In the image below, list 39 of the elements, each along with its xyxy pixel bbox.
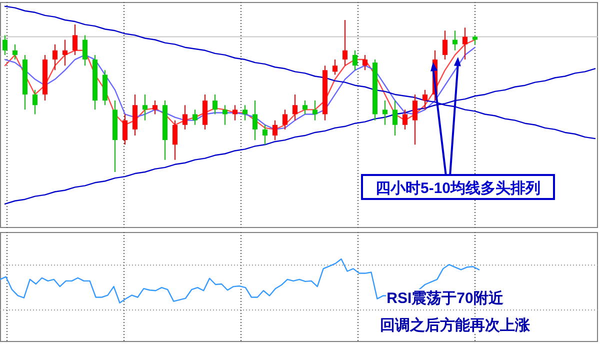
candlestick	[352, 50, 358, 71]
candlestick	[312, 100, 318, 121]
text: 四小时5-10均线多头排列	[375, 180, 541, 197]
candlestick	[452, 30, 458, 51]
candlestick	[62, 39, 68, 66]
candlestick	[232, 104, 238, 121]
candlestick	[242, 104, 248, 121]
candlestick	[182, 104, 188, 130]
candlestick	[52, 44, 58, 71]
text: 回调之后方能再次上涨	[380, 316, 531, 334]
candlestick	[332, 59, 338, 76]
candlestick	[362, 54, 368, 71]
candlestick	[172, 120, 178, 160]
candlestick	[282, 109, 288, 130]
candlestick	[222, 104, 228, 126]
candlestick	[2, 34, 8, 56]
candlestick	[82, 34, 88, 66]
candlestick	[152, 100, 158, 115]
candlestick	[252, 100, 258, 141]
candlestick	[12, 44, 18, 60]
candlestick	[32, 89, 38, 115]
candlestick	[422, 89, 428, 110]
candlestick	[412, 94, 418, 146]
candlestick	[392, 100, 398, 136]
candlestick	[122, 114, 128, 146]
candlestick	[342, 20, 348, 66]
candlestick	[442, 30, 448, 60]
candlestick	[302, 100, 308, 115]
candlestick	[272, 120, 278, 141]
candlestick	[262, 124, 268, 146]
candlestick	[462, 27, 468, 60]
candlestick	[142, 94, 148, 121]
candlestick	[212, 94, 218, 115]
candlestick	[472, 34, 478, 45]
candlestick	[292, 94, 298, 121]
candlestick	[192, 109, 198, 126]
candlestick	[382, 100, 388, 126]
candlestick	[72, 24, 78, 56]
candlestick	[402, 109, 408, 130]
